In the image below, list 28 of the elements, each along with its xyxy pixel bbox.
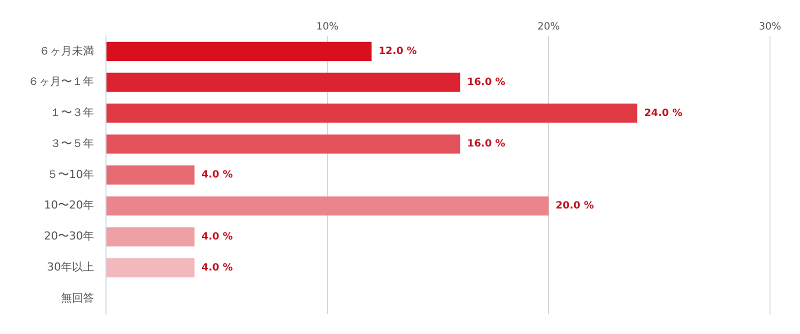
data-label: 16.0 % [467,138,506,150]
bar [106,196,549,216]
y-tick-label: １〜３年 [50,106,94,120]
y-tick-label: 30年以上 [47,260,94,274]
data-label: 4.0 % [202,262,233,274]
y-tick-label: ６ヶ月〜１年 [28,75,94,88]
bar [106,258,195,278]
y-tick-label: 20〜30年 [44,230,94,243]
data-label: 4.0 % [202,231,233,242]
x-tick-label: 10% [316,22,338,33]
y-tick-label: 10〜20年 [44,198,94,212]
bar [106,104,638,123]
data-label: 12.0 % [378,46,417,58]
bar [106,227,195,246]
x-tick-label: 20% [538,22,560,33]
data-label: 16.0 % [467,76,506,88]
data-label: 20.0 % [556,200,594,212]
x-tick-label: 30% [758,22,782,33]
bar [106,42,372,62]
y-tick-label: ３〜５年 [50,136,94,150]
data-label: 24.0 % [644,108,682,119]
y-tick-label: 無回答 [61,291,94,304]
bar [106,134,460,154]
y-tick-label: ６ヶ月未満 [39,44,94,58]
bar [106,72,460,92]
bar [106,165,195,185]
data-label: 4.0 % [202,170,233,181]
y-tick-label: ５〜10年 [47,168,94,181]
